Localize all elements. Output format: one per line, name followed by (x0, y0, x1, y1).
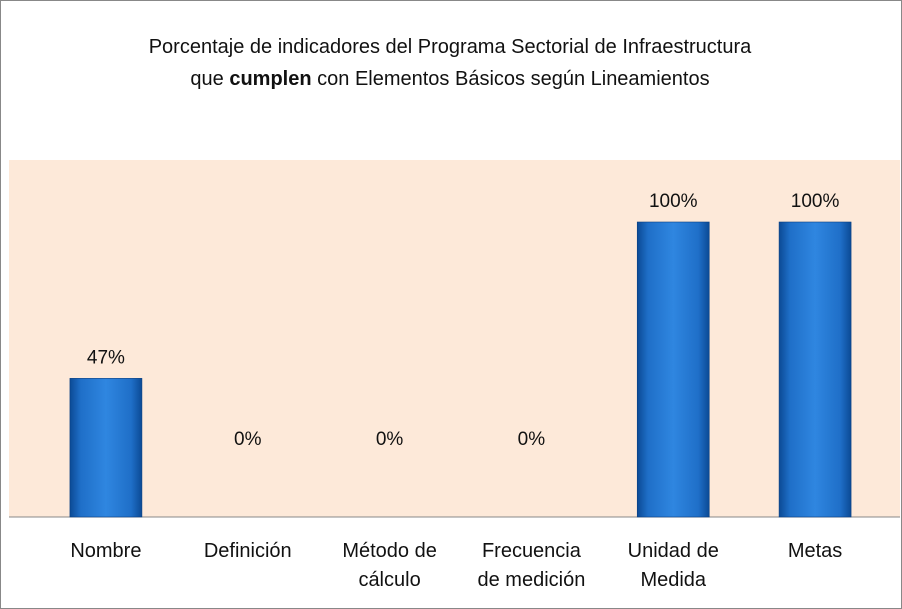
data-label: 100% (649, 191, 698, 212)
x-tick-label: Definición (203, 540, 292, 562)
plot-area (9, 160, 900, 517)
data-label: 0% (518, 429, 546, 450)
title-part: cumplen (229, 68, 312, 90)
x-tick-label: Unidad de Medida (627, 540, 719, 591)
data-label: 0% (376, 429, 404, 450)
bar (778, 221, 852, 518)
data-label: 100% (791, 191, 840, 212)
chart-title: Porcentaje de indicadores del Programa S… (130, 31, 770, 95)
bar (636, 221, 710, 518)
x-tick-label: Frecuencia de medición (477, 540, 586, 591)
x-tick-label: Método de cálculo (342, 540, 437, 591)
bar (69, 378, 143, 518)
title-part: con Elementos Básicos según Lineamientos (311, 68, 710, 90)
x-tick-label: Nombre (70, 540, 142, 562)
x-tick-label: Metas (787, 540, 843, 562)
title-part: Porcentaje de indicadores del Programa S… (148, 36, 757, 90)
data-label: 47% (87, 347, 125, 368)
data-label: 0% (234, 429, 262, 450)
